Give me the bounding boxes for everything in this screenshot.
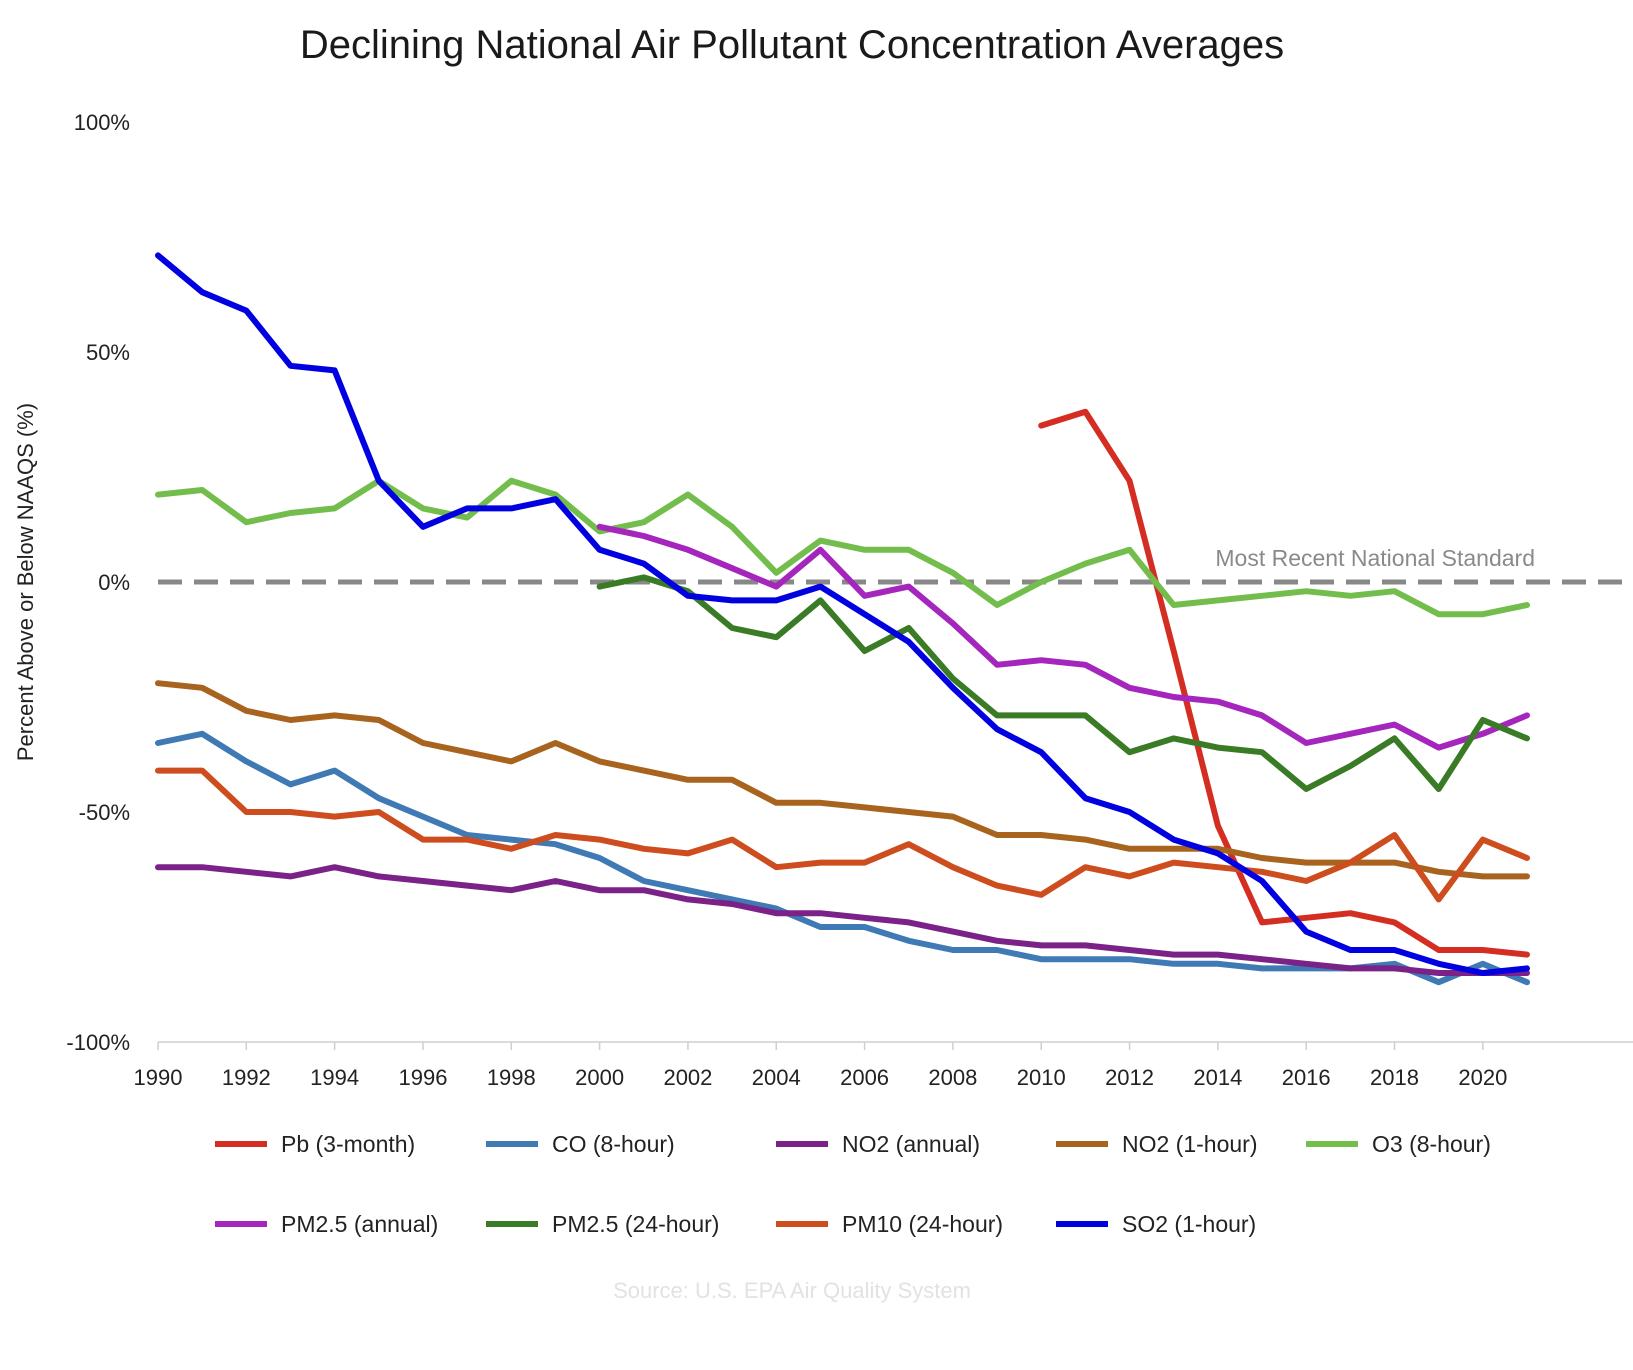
legend-item-no2-annual[interactable]: NO2 (annual) — [776, 1131, 980, 1157]
series-lines — [155, 252, 1530, 986]
legend-label: CO (8-hour) — [552, 1131, 675, 1157]
series-line-no2-annual — [155, 864, 1530, 976]
x-tick-label: 1998 — [487, 1065, 536, 1090]
legend[interactable]: Pb (3-month) CO (8-hour) NO2 (annual) NO2 (… — [215, 1131, 1491, 1237]
legend-label: PM10 (24-hour) — [842, 1211, 1003, 1237]
legend-label: NO2 (annual) — [842, 1131, 980, 1157]
x-tick-label: 2008 — [928, 1065, 977, 1090]
x-tick-label: 1996 — [398, 1065, 447, 1090]
chart-title: Declining National Air Pollutant Concent… — [300, 23, 1284, 67]
y-axis-label: Percent Above or Below NAAQS (%) — [13, 403, 38, 761]
x-tick-label: 2002 — [663, 1065, 712, 1090]
legend-item-co-8-hour[interactable]: CO (8-hour) — [486, 1131, 675, 1157]
series-line-pb-3-month — [1038, 408, 1530, 958]
legend-item-no2-1-hour[interactable]: NO2 (1-hour) — [1056, 1131, 1257, 1157]
x-tick-label: 2010 — [1017, 1065, 1066, 1090]
y-tick-label: -50% — [79, 800, 130, 825]
x-tick-label: 2006 — [840, 1065, 889, 1090]
x-tick-label: 2004 — [752, 1065, 801, 1090]
series-line-so2-1-hour — [155, 252, 1530, 976]
legend-label: Pb (3-month) — [281, 1131, 415, 1157]
legend-label: PM2.5 (24-hour) — [552, 1211, 719, 1237]
x-tick-label: 2014 — [1193, 1065, 1242, 1090]
y-tick-label: 50% — [86, 340, 130, 365]
legend-item-o3-8-hour[interactable]: O3 (8-hour) — [1306, 1131, 1491, 1157]
legend-item-pm2-5-24-hour[interactable]: PM2.5 (24-hour) — [486, 1211, 719, 1237]
legend-item-pm10-24-hour[interactable]: PM10 (24-hour) — [776, 1211, 1003, 1237]
legend-item-pb-3-month[interactable]: Pb (3-month) — [215, 1131, 415, 1157]
x-tick-label: 2000 — [575, 1065, 624, 1090]
x-tick-label: 2016 — [1282, 1065, 1331, 1090]
x-axis-ticks: 1990 1992 1994 1996 1998 2000 2002 2004 2006 2008… — [134, 1042, 1507, 1090]
legend-item-pm2-5-annual[interactable]: PM2.5 (annual) — [215, 1211, 438, 1237]
reference-line-group: Most Recent National Standard — [158, 545, 1633, 585]
y-axis-ticks: 100% 50% 0% -50% -100% — [66, 110, 130, 1055]
x-tick-label: 1994 — [310, 1065, 359, 1090]
y-tick-label: 0% — [98, 570, 130, 595]
legend-item-so2-1-hour[interactable]: SO2 (1-hour) — [1056, 1211, 1256, 1237]
series-line-co-8-hour — [155, 730, 1530, 986]
x-tick-label: 2018 — [1370, 1065, 1419, 1090]
series-line-pm2-5-24-hour — [596, 574, 1530, 792]
x-tick-label: 1990 — [134, 1065, 183, 1090]
source-note: Source: U.S. EPA Air Quality System — [613, 1278, 971, 1303]
y-tick-label: 100% — [74, 110, 130, 135]
legend-label: SO2 (1-hour) — [1122, 1211, 1256, 1237]
legend-label: O3 (8-hour) — [1372, 1131, 1491, 1157]
legend-label: NO2 (1-hour) — [1122, 1131, 1257, 1157]
series-line-pm2-5-annual — [596, 523, 1530, 751]
reference-line-label: Most Recent National Standard — [1215, 545, 1535, 571]
series-line-pm10-24-hour — [155, 767, 1530, 903]
x-tick-label: 1992 — [222, 1065, 271, 1090]
series-line-no2-1-hour — [155, 680, 1530, 880]
legend-label: PM2.5 (annual) — [281, 1211, 438, 1237]
x-tick-label: 2012 — [1105, 1065, 1154, 1090]
y-tick-label: -100% — [66, 1030, 130, 1055]
x-tick-label: 2020 — [1458, 1065, 1507, 1090]
